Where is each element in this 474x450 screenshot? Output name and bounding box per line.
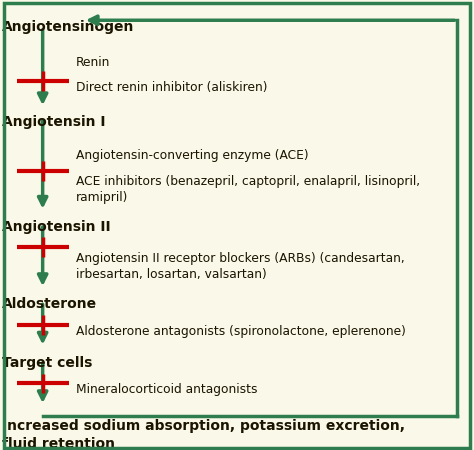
Text: Renin: Renin [76,56,110,69]
Text: Target cells: Target cells [2,356,93,369]
Text: Mineralocorticoid antagonists: Mineralocorticoid antagonists [76,383,257,396]
Text: Angiotensin II: Angiotensin II [2,220,111,234]
Text: Angiotensin I: Angiotensin I [2,115,106,129]
Text: ACE inhibitors (benazepril, captopril, enalapril, lisinopril,
ramipril): ACE inhibitors (benazepril, captopril, e… [76,176,420,204]
Text: Aldosterone antagonists (spironolactone, eplerenone): Aldosterone antagonists (spironolactone,… [76,325,406,338]
Text: Angiotensin II receptor blockers (ARBs) (candesartan,
irbesartan, losartan, vals: Angiotensin II receptor blockers (ARBs) … [76,252,405,281]
Text: Angiotensinogen: Angiotensinogen [2,20,135,34]
Text: Increased sodium absorption, potassium excretion,
fluid retention: Increased sodium absorption, potassium e… [2,419,405,450]
Text: Aldosterone: Aldosterone [2,297,98,311]
Text: Angiotensin-converting enzyme (ACE): Angiotensin-converting enzyme (ACE) [76,148,309,162]
Text: Direct renin inhibitor (aliskiren): Direct renin inhibitor (aliskiren) [76,81,267,94]
